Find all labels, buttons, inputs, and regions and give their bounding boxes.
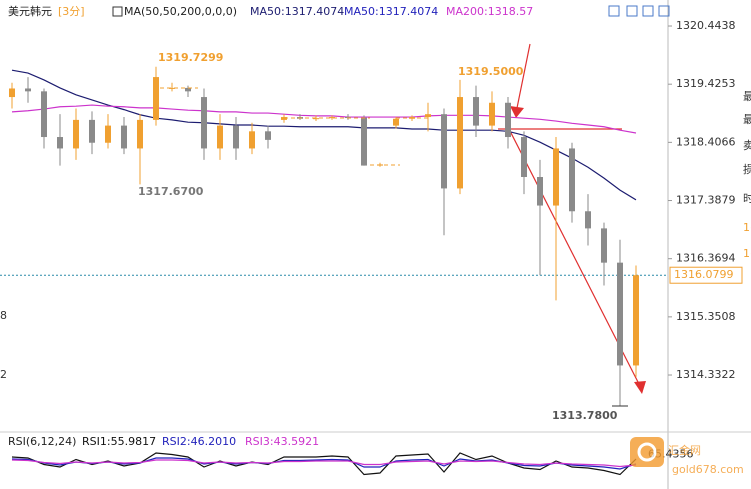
y-tick-label: 1318.4066 (676, 135, 736, 148)
edge-fragment: 最 (743, 113, 751, 126)
watermark: 汇金网 gold678.com (630, 437, 744, 476)
candle-body (25, 88, 31, 92)
candle-body (105, 125, 111, 143)
price-box (669, 266, 743, 284)
indicator: MA(50,50,200,0,0,0) (124, 5, 237, 18)
candle-body (137, 119, 143, 149)
y-tick-label: 1317.3879 (676, 194, 736, 207)
legend-entry: MA50:1317.4074 (344, 5, 438, 18)
line-series (11, 69, 637, 201)
y-tick-label: 1320.4438 (676, 19, 736, 32)
annotation: 1319.5000 (458, 65, 524, 78)
candle-body (201, 97, 207, 149)
period: [3分] (58, 5, 85, 18)
annotation: 1317.6700 (138, 185, 204, 198)
legend-entry: RSI2:46.2010 (162, 435, 236, 448)
candle-body (217, 125, 223, 149)
edge-fragment: 1( (743, 221, 751, 234)
candle-body (617, 262, 623, 366)
candle-body (121, 125, 127, 149)
legend-entry: MA50:1317.4074 (250, 5, 344, 18)
line-series (11, 459, 637, 468)
y-tick-label: 1315.3508 (676, 310, 736, 323)
candle-body (9, 88, 15, 98)
candle-body (153, 77, 159, 120)
legend-entry: RSI3:43.5921 (245, 435, 319, 448)
candle-body (441, 114, 447, 189)
candle-body (585, 211, 591, 229)
candle-body (185, 87, 191, 92)
watermark-logo (630, 437, 664, 467)
candle-body (633, 275, 639, 366)
y-tick-label: 1319.4253 (676, 77, 736, 90)
arrow-head (510, 106, 524, 118)
annotation: 1313.7800 (552, 409, 618, 422)
current-price-label: 1316.0799 (674, 268, 734, 281)
candle-body (233, 125, 239, 149)
candle-body (265, 131, 271, 140)
icon[interactable] (608, 5, 620, 17)
legend-entry: RSI1:55.9817 (82, 435, 156, 448)
candle-body (73, 119, 79, 149)
watermark-text: 汇金网 (668, 443, 701, 457)
candle-body (57, 137, 63, 149)
edge-fragment: 2 (0, 368, 7, 381)
line-series (11, 104, 637, 134)
candle-body (169, 87, 175, 89)
edge-fragment: 卖 (743, 139, 751, 152)
candle-body (569, 148, 575, 212)
icon[interactable] (658, 5, 670, 17)
candle-body (313, 118, 319, 120)
watermark-site: gold678.com (672, 463, 744, 476)
toolbar-icons[interactable] (608, 5, 670, 17)
checkbox[interactable] (112, 6, 123, 17)
y-tick-label: 1314.3322 (676, 368, 736, 381)
edge-fragment: 8 (0, 309, 7, 322)
candle-body (41, 91, 47, 138)
candle-body (361, 117, 367, 166)
candle-body (249, 131, 255, 149)
candle-body (601, 228, 607, 263)
edge-fragment: 损 (743, 162, 751, 176)
watermark-icon (637, 442, 657, 462)
rsi-header: RSI(6,12,24) (8, 435, 76, 448)
arrow-head (634, 381, 646, 394)
candle-body (505, 102, 511, 138)
candle-body (489, 102, 495, 126)
icon[interactable] (642, 5, 654, 17)
edge-fragment: 1( (743, 247, 751, 260)
edge-fragment: 时 (743, 192, 751, 205)
y-tick-label: 1316.3694 (676, 252, 736, 265)
symbol: 美元韩元 (8, 4, 52, 18)
annotation: 1319.7299 (158, 51, 223, 64)
candle-body (425, 114, 431, 118)
candle-body (89, 119, 95, 143)
drawn-arrow (516, 43, 531, 109)
candle-body (457, 97, 463, 189)
edge-fragment: 最 (743, 90, 751, 103)
candle-body (329, 117, 335, 119)
candle-body (553, 148, 559, 206)
legend-entry: MA200:1318.57 (446, 5, 533, 18)
candle-body (537, 176, 543, 206)
candle-body (393, 118, 399, 126)
candle-body (521, 137, 527, 177)
icon[interactable] (626, 5, 638, 17)
candle-body (473, 97, 479, 126)
